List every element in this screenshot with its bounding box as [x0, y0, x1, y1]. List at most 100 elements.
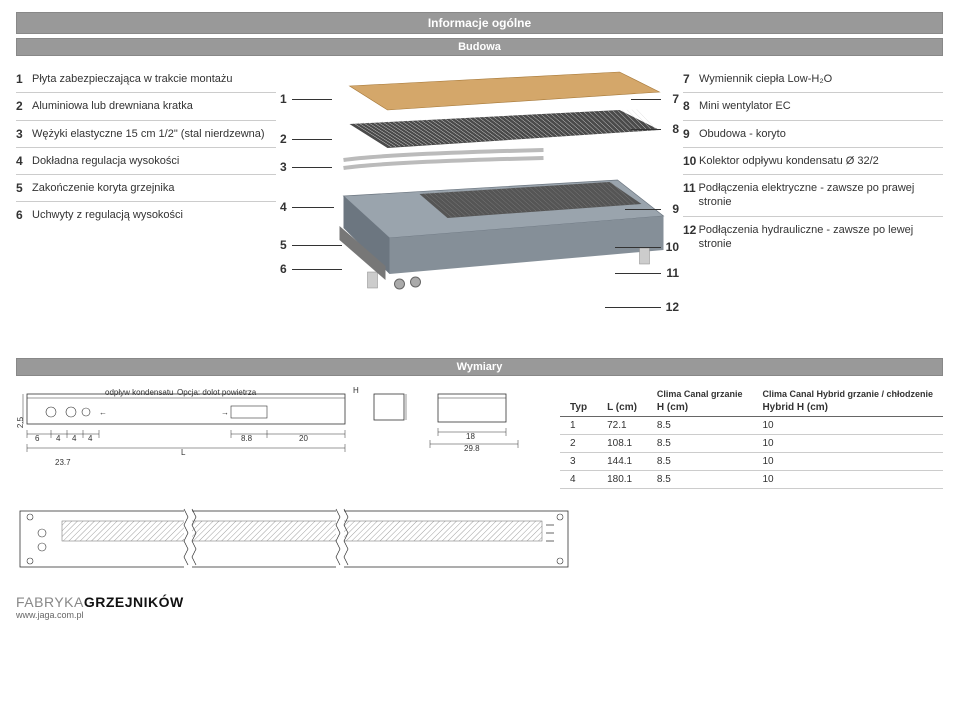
label-text: Zakończenie koryta grzejnika [32, 181, 174, 195]
table-cell: 72.1 [597, 417, 647, 435]
label-text: Wężyki elastyczne 15 cm 1/2" (stal nierd… [32, 127, 265, 141]
table-header: Hybrid H (cm) [752, 399, 943, 417]
h-block-diagram [370, 386, 410, 430]
label-text: Aluminiowa lub drewniana kratka [32, 99, 193, 113]
dim-w2: 20 [299, 434, 308, 443]
callout-number: 4 [280, 200, 287, 214]
callout-number: 12 [666, 300, 679, 314]
label-row: 11Podłączenia elektryczne - zawsze po pr… [683, 174, 943, 216]
callout-number: 10 [666, 240, 679, 254]
label-text: Płyta zabezpieczająca w trakcie montażu [32, 72, 233, 86]
label-row: 1Płyta zabezpieczająca w trakcie montażu [16, 66, 276, 92]
label-number: 7 [683, 72, 699, 86]
leader-line [292, 245, 342, 246]
table-header-group: Clima Canal Hybrid grzanie / chłodzenie [752, 386, 943, 399]
table-header-group: Clima Canal grzanie [647, 386, 753, 399]
brand-logo: FABRYKAGRZEJNIKÓW www.jaga.com.pl [16, 594, 943, 620]
table-cell: 144.1 [597, 453, 647, 471]
label-number: 8 [683, 99, 699, 113]
callout-number: 6 [280, 262, 287, 276]
leader-line [292, 167, 332, 168]
label-row: 7Wymiennik ciepła Low-H₂O [683, 66, 943, 92]
svg-text:→: → [221, 408, 229, 417]
label-row: 4Dokładna regulacja wysokości [16, 147, 276, 174]
table-cell: 8.5 [647, 453, 753, 471]
section-wymiary: Wymiary [16, 358, 943, 376]
labels-right-column: 7Wymiennik ciepła Low-H₂O8Mini wentylato… [683, 66, 943, 257]
label-row: 3Wężyki elastyczne 15 cm 1/2" (stal nier… [16, 120, 276, 147]
leader-line [605, 307, 661, 308]
dim-b0: 6 [35, 434, 39, 443]
table-header: H (cm) [647, 399, 753, 417]
label-number: 11 [683, 181, 699, 195]
label-text: Kolektor odpływu kondensatu Ø 32/2 [699, 154, 879, 168]
label-number: 10 [683, 154, 699, 168]
label-row: 9Obudowa - koryto [683, 120, 943, 147]
label-row: 8Mini wentylator EC [683, 92, 943, 119]
table-cell: 8.5 [647, 471, 753, 489]
label-number: 4 [16, 154, 32, 168]
table-row: 2108.18.510 [560, 435, 943, 453]
leader-line [292, 99, 332, 100]
callout-number: 7 [672, 92, 679, 106]
front-dimension-diagram: ← → [16, 386, 356, 458]
leader-line [631, 129, 661, 130]
callout-number: 2 [280, 132, 287, 146]
leader-line [615, 273, 661, 274]
callout-number: 1 [280, 92, 287, 106]
leader-line [292, 207, 334, 208]
table-cell: 8.5 [647, 435, 753, 453]
dim-b3: 4 [88, 434, 92, 443]
dim-H: H [353, 386, 359, 395]
leader-line [615, 247, 661, 248]
section-budowa: Budowa [16, 38, 943, 56]
dim-side-total: 29.8 [464, 444, 480, 453]
svg-text:←: ← [99, 408, 107, 417]
table-header-group [597, 386, 647, 399]
label-number: 1 [16, 72, 32, 86]
table-header: L (cm) [597, 399, 647, 417]
dimensions-row: ← → [16, 386, 943, 489]
table-header: Typ [560, 399, 597, 417]
table-cell: 1 [560, 417, 597, 435]
table-cell: 2 [560, 435, 597, 453]
table-cell: 108.1 [597, 435, 647, 453]
table-header-group [560, 386, 597, 399]
dim-b1: 4 [56, 434, 60, 443]
table-cell: 4 [560, 471, 597, 489]
leader-line [631, 99, 661, 100]
label-row: 10Kolektor odpływu kondensatu Ø 32/2 [683, 147, 943, 174]
table-cell: 10 [752, 471, 943, 489]
dim-w1: 8.8 [241, 434, 252, 443]
label-number: 6 [16, 208, 32, 222]
dim-odplyw-label: odpływ kondensatu [105, 388, 174, 397]
page-title: Informacje ogólne [16, 12, 943, 34]
label-text: Wymiennik ciepła Low-H₂O [699, 72, 832, 86]
table-cell: 10 [752, 453, 943, 471]
table-cell: 8.5 [647, 417, 753, 435]
callout-number: 8 [672, 122, 679, 136]
callout-number: 5 [280, 238, 287, 252]
logo-text-light: FABRYKA [16, 594, 84, 610]
label-row: 2Aluminiowa lub drewniana kratka [16, 92, 276, 119]
callout-number: 11 [666, 266, 679, 280]
table-cell: 10 [752, 417, 943, 435]
dim-side-w: 18 [466, 432, 475, 441]
table-cell: 10 [752, 435, 943, 453]
dim-b2: 4 [72, 434, 76, 443]
exploded-view: 123456789101112 [276, 66, 683, 346]
label-text: Podłączenia hydrauliczne - zawsze po lew… [699, 223, 943, 252]
logo-url: www.jaga.com.pl [16, 610, 943, 620]
leader-line [292, 139, 332, 140]
label-number: 9 [683, 127, 699, 141]
dim-opcja-label: Opcja: dolot powietrza [177, 388, 256, 397]
label-number: 12 [683, 223, 699, 237]
label-text: Dokładna regulacja wysokości [32, 154, 179, 168]
exploded-diagram-area: 1Płyta zabezpieczająca w trakcie montażu… [16, 66, 943, 346]
label-text: Uchwyty z regulacją wysokości [32, 208, 183, 222]
label-text: Mini wentylator EC [699, 99, 791, 113]
dim-L-val: 23.7 [55, 458, 71, 467]
dim-left-margin: 2.5 [16, 417, 25, 428]
logo-text-dark: GRZEJNIKÓW [84, 594, 184, 610]
label-text: Obudowa - koryto [699, 127, 786, 141]
